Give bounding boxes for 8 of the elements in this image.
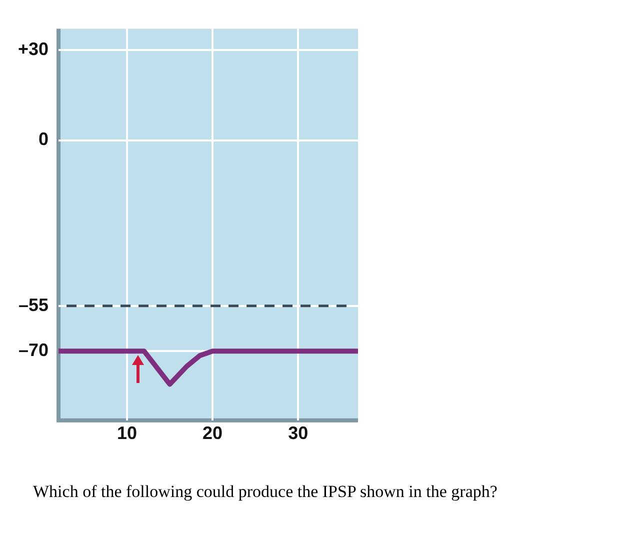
y-tick-label: 0 (38, 129, 49, 150)
x-tick-label: 10 (116, 423, 137, 444)
y-tick-label: +30 (18, 38, 49, 59)
y-tick-label: –70 (18, 340, 49, 360)
y-tick-label: –55 (18, 294, 49, 315)
x-tick-label: 30 (288, 423, 308, 444)
x-tick-label: 20 (202, 423, 223, 444)
text: Which of the following could produce the IPSP shown in the graph? (33, 482, 498, 502)
